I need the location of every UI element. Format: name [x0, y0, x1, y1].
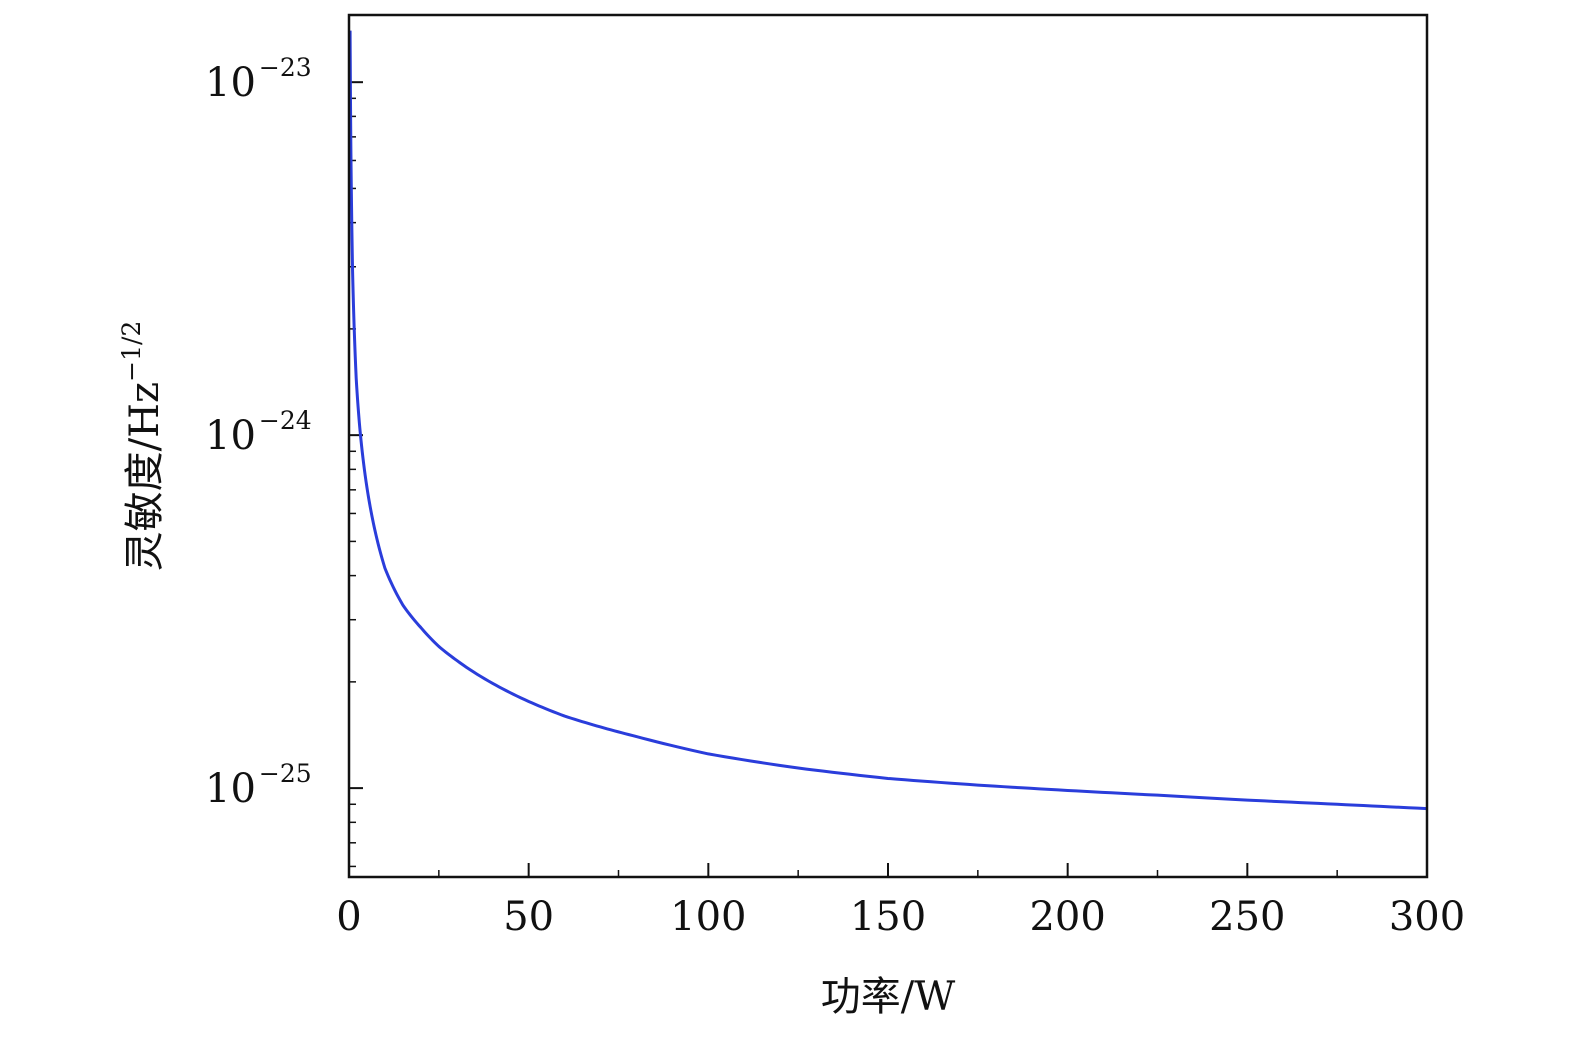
sensitivity-curve — [348, 30, 1428, 811]
x-tick-label: 300 — [1389, 894, 1465, 940]
x-tick-labels: 0 50 100 150 200 250 300 — [336, 894, 1465, 940]
x-tick-label: 0 — [336, 894, 361, 940]
y-tick-label-exponent: −24 — [259, 406, 312, 435]
y-tick-label-base: 10 — [205, 413, 256, 459]
y-tick-label-base: 10 — [205, 60, 256, 106]
y-tick-label-exponent: −23 — [259, 53, 312, 82]
x-major-ticks — [348, 863, 1428, 877]
plot-frame — [347, 13, 1429, 879]
y-tick-label: 10 −23 — [205, 53, 312, 106]
y-tick-label-base: 10 — [205, 766, 256, 812]
x-tick-label: 200 — [1029, 894, 1105, 940]
x-axis-title: 功率/W — [821, 974, 956, 1020]
x-tick-label: 150 — [850, 894, 926, 940]
x-tick-label: 100 — [670, 894, 746, 940]
y-axis-title-main: 灵敏度/Hz — [122, 382, 168, 571]
y-tick-label: 10 −25 — [205, 759, 312, 812]
x-tick-label: 250 — [1209, 894, 1285, 940]
y-tick-label-exponent: −25 — [259, 759, 312, 788]
y-axis-title-exponent: −1/2 — [117, 321, 146, 382]
x-tick-label: 50 — [503, 894, 554, 940]
y-tick-label: 10 −24 — [205, 406, 312, 459]
y-axis-title: 灵敏度/Hz−1/2 — [117, 321, 168, 572]
